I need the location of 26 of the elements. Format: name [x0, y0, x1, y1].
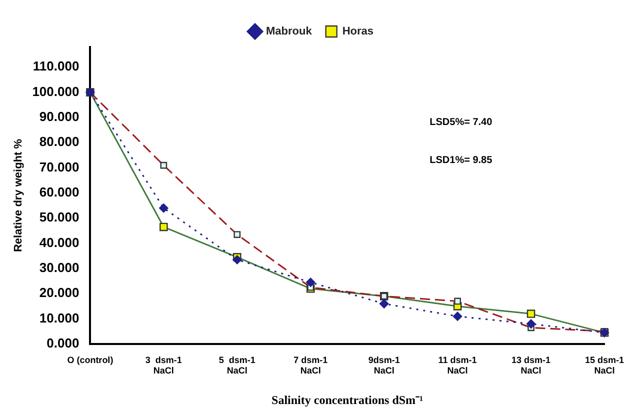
y-tick-label: 100.000	[32, 84, 80, 99]
y-tick-label: 10.000	[39, 310, 80, 326]
y-tick-label: 110.000	[32, 58, 80, 74]
y-tick-label: 0.000	[46, 336, 80, 351]
y-tick-label: 90.000	[39, 109, 80, 124]
x-tick-label: 7 dsm-1 NaCl	[294, 354, 328, 376]
y-tick-label: 30.000	[39, 260, 80, 276]
y-tick-label: 20.000	[39, 285, 80, 300]
x-tick-label: 5 dsm-1 NaCl	[218, 354, 256, 376]
x-tick-label: 11 dsm-1 NaCl	[438, 354, 477, 376]
y-tick-label: 70.000	[39, 159, 80, 174]
x-axis-title: Salinity concentrations dSm⁻¹	[272, 392, 424, 407]
annotation: LSD5%= 7.40	[430, 116, 493, 128]
y-axis-title: Relative dry weight %	[12, 138, 25, 252]
x-tick-label: O (control)	[67, 354, 114, 365]
y-tick-label: 50.000	[39, 210, 80, 225]
y-tick-label: 60.000	[39, 184, 80, 200]
legend-label: Horas	[342, 26, 374, 38]
y-tick-label: 80.000	[39, 134, 80, 150]
x-tick-label: 13 dsm-1 NaCl	[512, 354, 551, 376]
annotation: LSD1%= 9.85	[430, 154, 493, 166]
x-tick-label: 15 dsm-1 NaCl	[584, 354, 624, 376]
x-tick-label: 3 dsm-1 NaCl	[145, 354, 182, 376]
legend-label: Mabrouk	[266, 26, 313, 38]
x-tick-label: 9dsm-1 NaCl	[368, 354, 400, 376]
y-tick-label: 40.000	[39, 234, 80, 250]
